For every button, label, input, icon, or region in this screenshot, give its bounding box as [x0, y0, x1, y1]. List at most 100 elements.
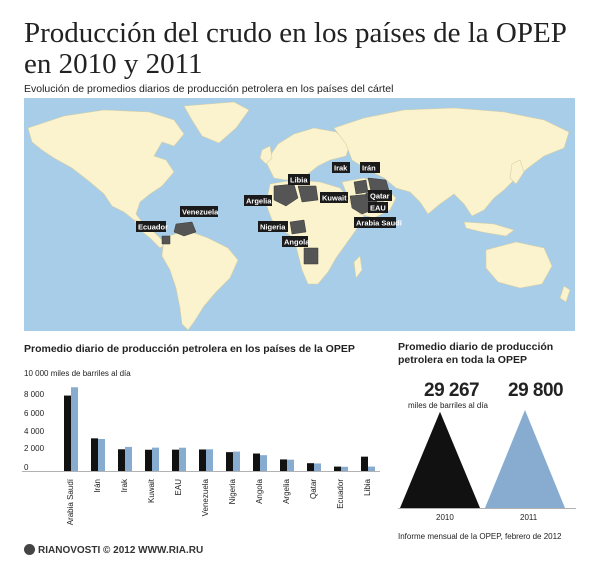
bar-2011-3	[152, 447, 159, 471]
triangle-2010	[400, 411, 480, 508]
total-unit-label: miles de barriles al día	[407, 401, 489, 410]
source-note: Informe mensual de la OPEP, febrero de 2…	[398, 532, 562, 541]
category-label-6: Nigeria	[228, 478, 237, 504]
label-qatar: Qatar	[368, 190, 392, 201]
venezuela-shape	[173, 221, 197, 237]
bar-2010-1	[91, 438, 98, 471]
tick-4000: 4 000	[24, 427, 45, 436]
label-argelia: Argelia	[244, 195, 272, 206]
label-venezuela-text: Venezuela	[182, 208, 219, 217]
category-label-8: Argelia	[282, 478, 291, 503]
label-kuwait: Kuwait	[320, 192, 348, 203]
label-argelia-text: Argelia	[246, 197, 272, 206]
footer-logo[interactable]: RIANOVOSTI © 2012 WWW.RIA.RU	[24, 544, 203, 556]
bar-2010-9	[307, 463, 314, 471]
country-bar-chart: Arabia Saudí Irán Irak Kuwait EAU Venezuela Ni…	[22, 387, 380, 525]
value-2010: 29 267	[424, 380, 480, 401]
bar-2010-8	[280, 459, 287, 471]
label-arabia-saudi-text: Arabia Saudí	[356, 219, 403, 228]
bar-2010-5	[199, 449, 206, 471]
north-america-shape	[27, 109, 185, 223]
year-2011-label: 2011	[520, 513, 538, 522]
label-nigeria: Nigeria	[258, 221, 288, 232]
label-eau: EAU	[368, 202, 388, 213]
label-irak: Irak	[332, 162, 350, 173]
bar-2010-10	[334, 466, 341, 471]
madagascar-shape	[353, 255, 363, 279]
bar-2011-10	[341, 466, 348, 471]
label-angola: Angola	[282, 236, 310, 247]
total-triangle-chart	[398, 410, 576, 509]
libya-shape	[297, 185, 319, 203]
japan-shape	[509, 159, 525, 185]
bar-section-title: Promedio diario de producción petrolera …	[24, 343, 355, 355]
label-angola-text: Angola	[284, 238, 310, 247]
category-label-9: Qatar	[309, 479, 318, 499]
page-subtitle: Evolución de promedios diarios de produc…	[24, 83, 394, 95]
label-nigeria-text: Nigeria	[260, 223, 286, 232]
year-2010-label: 2010	[436, 513, 454, 522]
category-label-3: Kuwait	[147, 478, 156, 503]
bar-2011-1	[98, 438, 105, 471]
page-title: Producción del crudo en los países de la…	[24, 17, 566, 80]
total-section-title: Promedio diario de producción petrolera …	[398, 341, 554, 366]
bar-2010-0	[64, 395, 71, 471]
tick-8000: 8 000	[24, 390, 45, 399]
bar-2011-11	[368, 466, 375, 471]
category-label-7: Angola	[255, 478, 264, 503]
triangle-2011	[485, 410, 565, 508]
category-label-2: Irak	[120, 478, 129, 492]
greenland-shape	[183, 101, 250, 144]
label-libia-text: Libia	[290, 176, 308, 185]
bar-2011-6	[233, 451, 240, 471]
south-america-shape	[161, 229, 239, 331]
map-labels: Irak Irán Libia Qatar Argelia Kuwait EAU	[136, 162, 403, 247]
bar-2010-2	[118, 449, 125, 471]
label-eau-text: EAU	[370, 204, 386, 213]
asia-shape	[333, 107, 570, 217]
bar-2010-11	[361, 456, 368, 471]
tick-2000: 2 000	[24, 444, 45, 453]
bar-2010-3	[145, 449, 152, 471]
label-iran: Irán	[360, 162, 380, 173]
label-venezuela: Venezuela	[180, 206, 219, 217]
bar-2011-7	[260, 455, 267, 471]
bar-2011-9	[314, 463, 321, 471]
category-label-4: EAU	[174, 479, 183, 496]
label-libia: Libia	[288, 174, 310, 185]
indonesia-shape	[463, 221, 515, 237]
category-label-1: Irán	[93, 479, 102, 493]
bar-unit-label: 10 000 miles de barriles al día	[24, 369, 131, 378]
bar-2010-6	[226, 452, 233, 471]
value-2011: 29 800	[508, 380, 564, 401]
europe-shape	[265, 127, 351, 181]
footer-text: RIANOVOSTI © 2012 WWW.RIA.RU	[38, 545, 204, 556]
nigeria-shape	[289, 219, 307, 235]
bar-2011-4	[179, 447, 186, 471]
label-irak-text: Irak	[334, 164, 348, 173]
label-ecuador: Ecuador	[136, 221, 168, 232]
bar-2010-4	[172, 449, 179, 471]
category-label-10: Ecuador	[336, 479, 345, 509]
ria-logo-icon	[24, 544, 35, 555]
category-label-11: Libia	[363, 478, 372, 495]
bar-2011-2	[125, 446, 132, 471]
ecuador-shape	[161, 235, 171, 245]
uk-shape	[259, 145, 273, 165]
tick-6000: 6 000	[24, 409, 45, 418]
bar-2011-5	[206, 449, 213, 471]
iraq-shape	[353, 179, 369, 195]
label-iran-text: Irán	[362, 164, 376, 173]
label-kuwait-text: Kuwait	[322, 194, 347, 203]
australia-shape	[485, 241, 553, 289]
bar-2011-0	[71, 387, 78, 471]
label-qatar-text: Qatar	[370, 192, 390, 201]
world-map: Irak Irán Libia Qatar Argelia Kuwait EAU	[24, 98, 575, 331]
category-label-0: Arabia Saudí	[66, 478, 75, 525]
label-arabia-saudi: Arabia Saudí	[354, 217, 403, 228]
bar-2011-8	[287, 459, 294, 471]
label-ecuador-text: Ecuador	[138, 223, 168, 232]
category-label-5: Venezuela	[201, 478, 210, 516]
tick-0: 0	[24, 463, 29, 472]
angola-shape	[303, 247, 319, 265]
